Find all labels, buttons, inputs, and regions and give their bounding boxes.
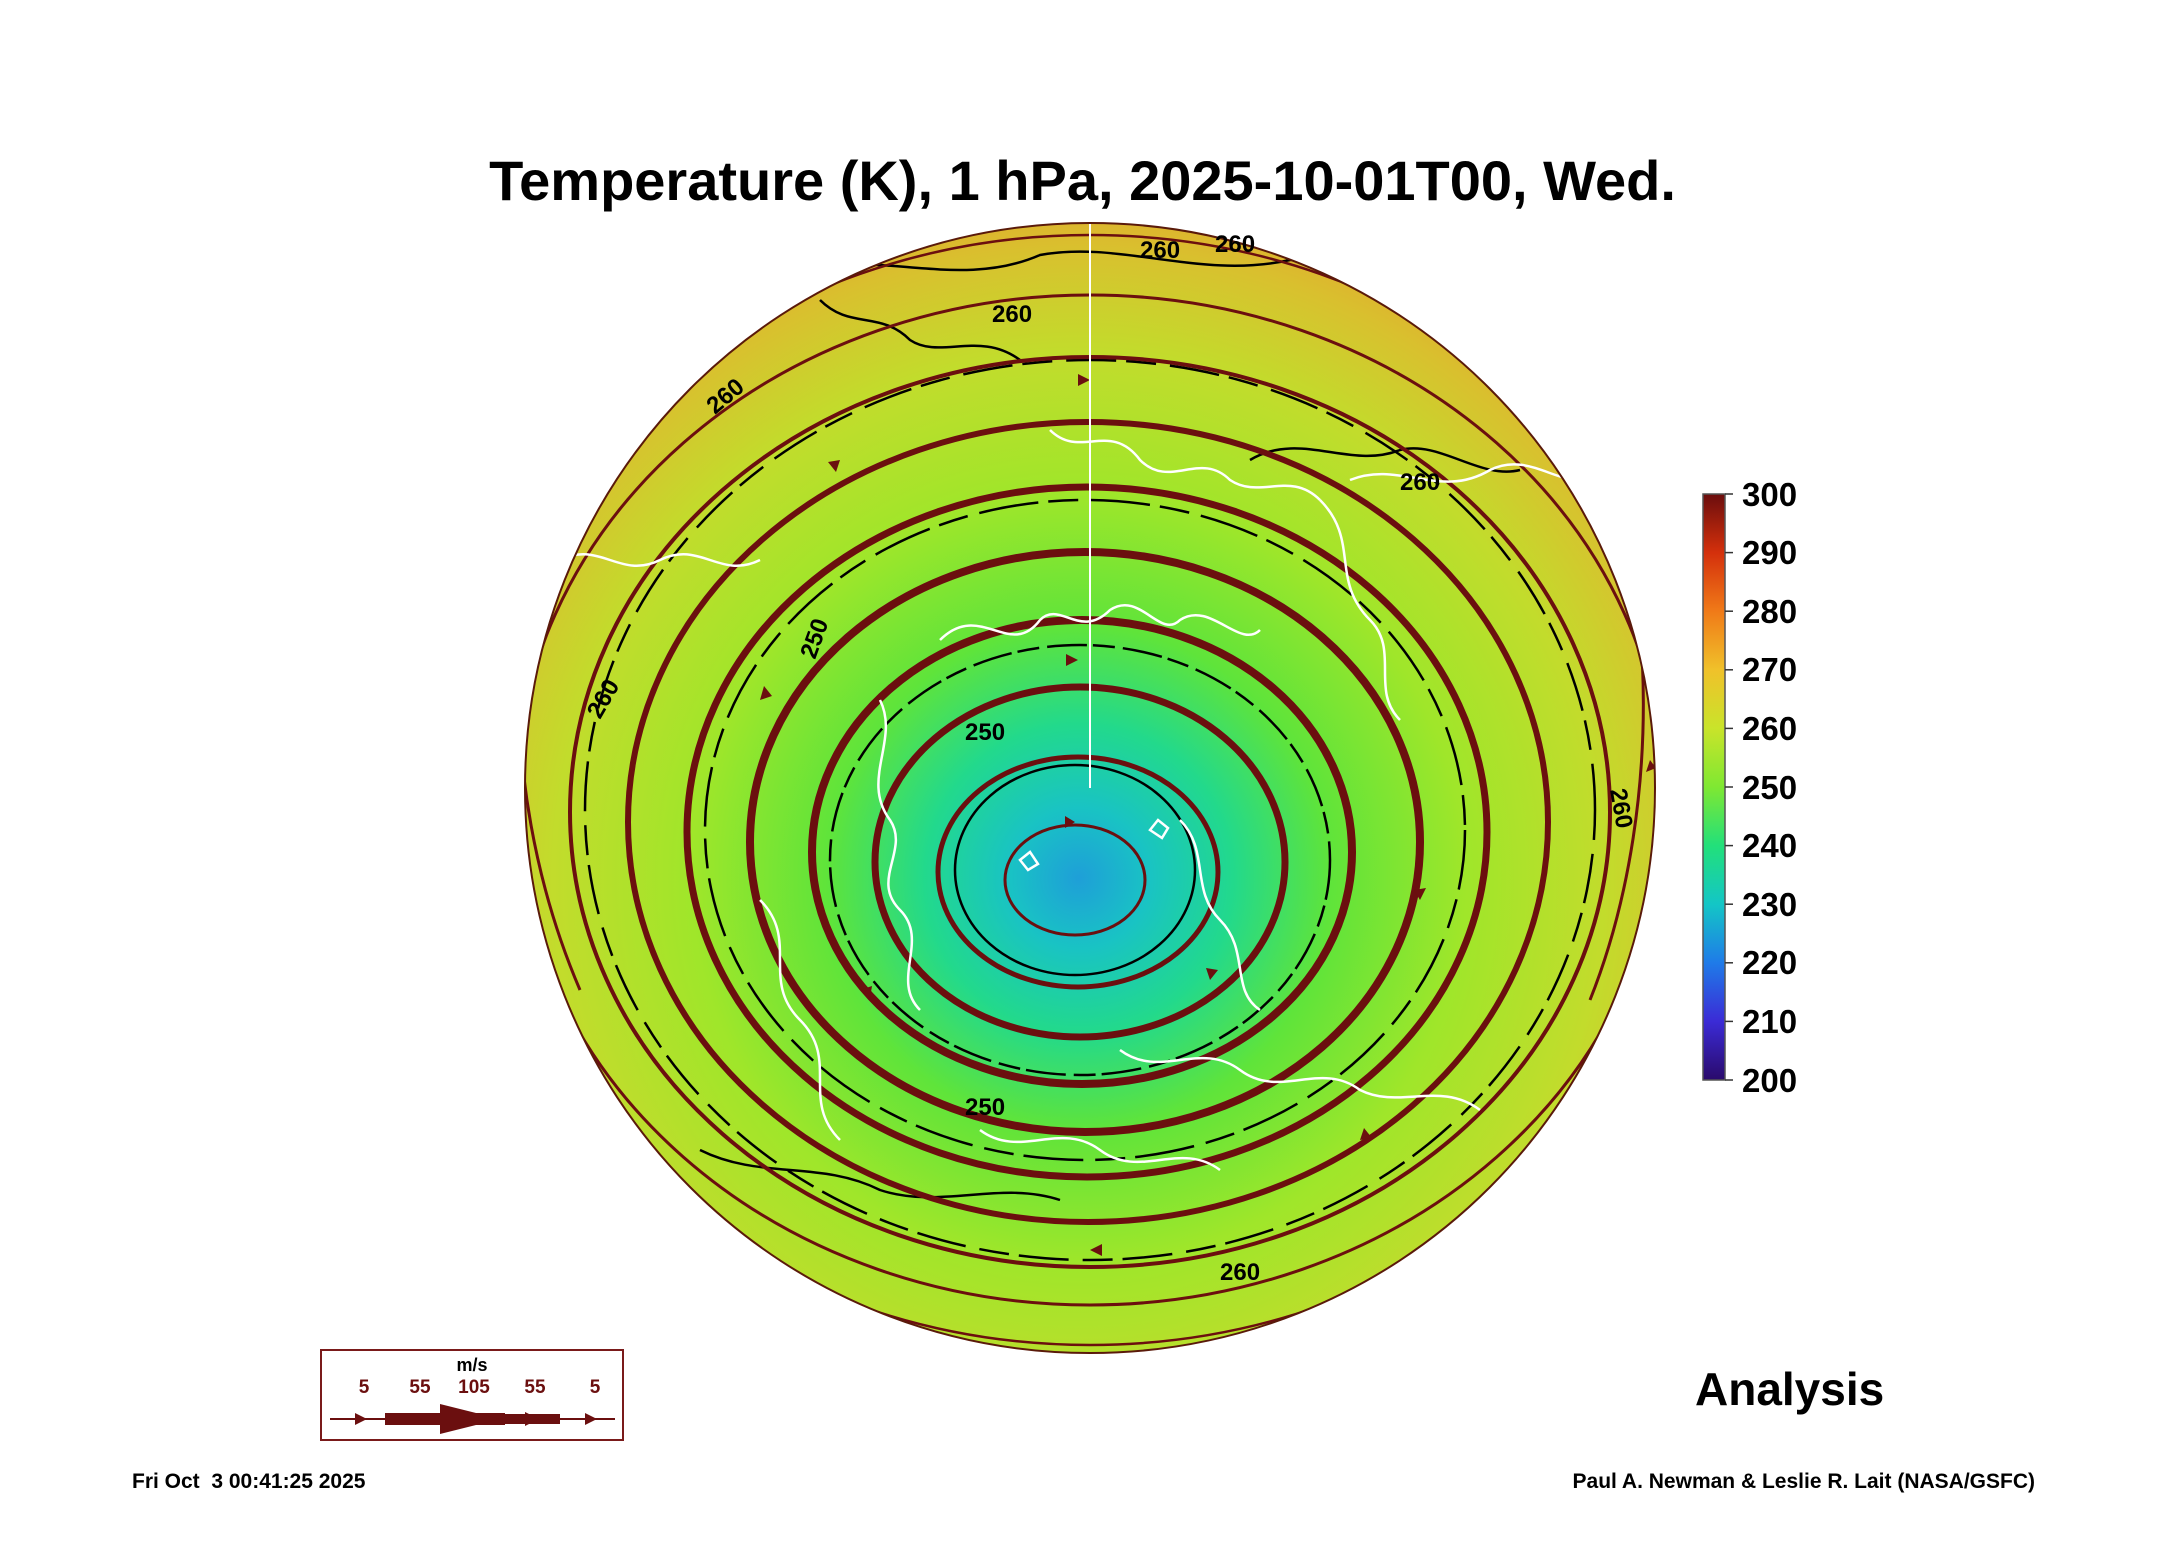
colorbar-tick-label: 280 — [1742, 593, 1798, 630]
colorbar-ticks — [1725, 493, 1733, 1081]
colorbar-tick-label: 220 — [1742, 944, 1798, 981]
globe-outline — [524, 222, 1656, 1354]
map-title: Temperature (K), 1 hPa, 2025-10-01T00, W… — [489, 149, 1676, 212]
colorbar-tick-label: 240 — [1742, 827, 1798, 864]
colorbar-tick-label: 300 — [1742, 476, 1798, 513]
wind-legend-speed: 5 — [358, 1377, 370, 1398]
wind-legend-unit: m/s — [456, 1355, 488, 1375]
streamline-arrows — [760, 374, 1655, 1256]
contour-label: 260 — [992, 301, 1032, 328]
analysis-label: Analysis — [1695, 1363, 1885, 1415]
colorbar-tick-label: 230 — [1742, 886, 1798, 923]
contour-label: 250 — [965, 1094, 1005, 1121]
colorbar-tick-label: 270 — [1742, 651, 1798, 688]
colorbar-tick-label: 250 — [1742, 769, 1798, 806]
wind-legend-speed: 55 — [409, 1377, 431, 1398]
colorbar-tick-label: 200 — [1742, 1062, 1798, 1099]
colorbar-tick-label: 260 — [1742, 710, 1798, 747]
contour-label: 260 — [1215, 231, 1255, 258]
wind-legend-speed: 5 — [589, 1377, 601, 1398]
coastlines — [559, 429, 1601, 1172]
colorbar-tick-label: 210 — [1742, 1003, 1798, 1040]
contour-label: 260 — [1220, 1259, 1260, 1286]
wind-legend-speed: 55 — [524, 1377, 546, 1398]
wind-legend-glyph — [330, 1404, 615, 1434]
colorbar — [1702, 493, 1726, 1081]
footer-timestamp: Fri Oct 3 00:41:25 2025 — [132, 1470, 366, 1493]
wind-legend-speed: 105 — [458, 1377, 490, 1398]
wind-speed-legend: m/s 5 55 105 55 5 — [320, 1349, 624, 1441]
colorbar-tick-label: 290 — [1742, 534, 1798, 571]
contour-label: 250 — [965, 719, 1005, 746]
contour-label: 260 — [1400, 469, 1440, 496]
contour-label: 260 — [1140, 237, 1180, 264]
footer-credit: Paul A. Newman & Leslie R. Lait (NASA/GS… — [1572, 1470, 2035, 1493]
